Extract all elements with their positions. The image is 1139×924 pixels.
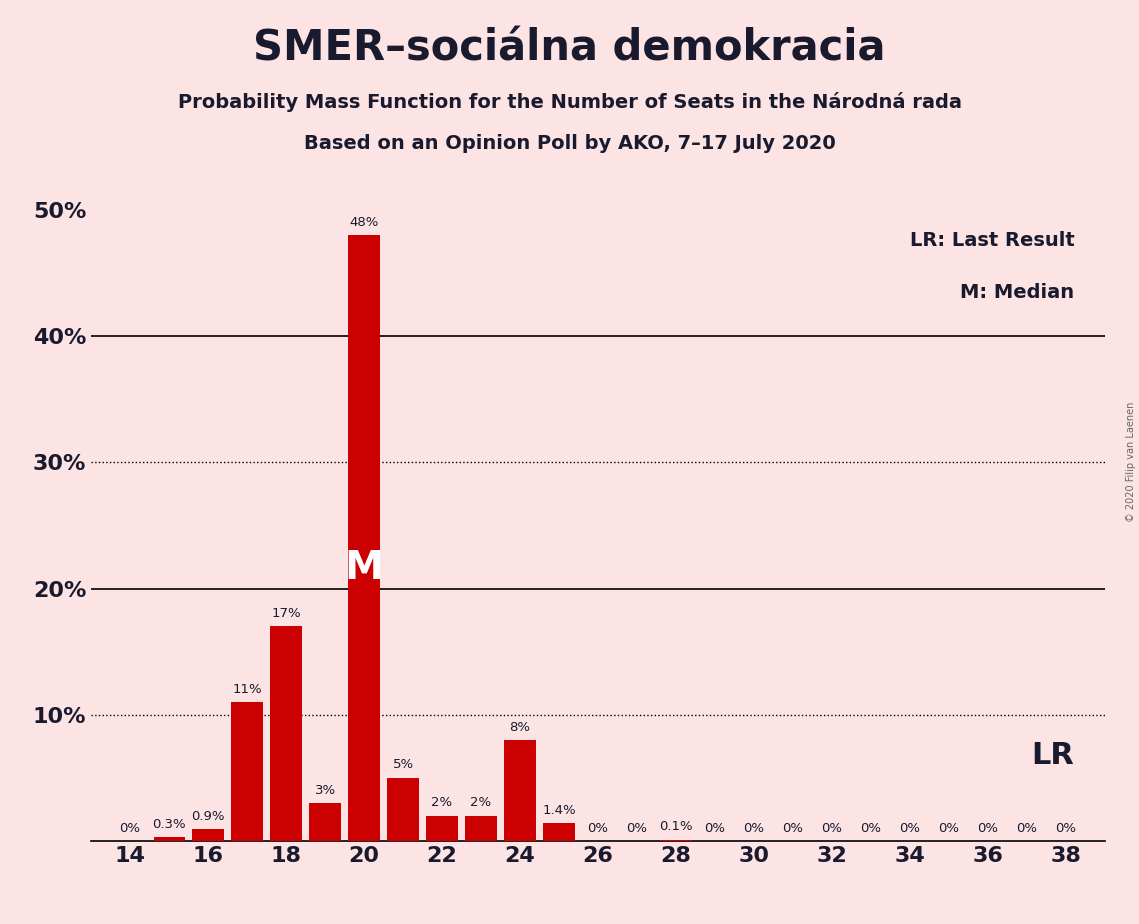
Text: 0%: 0% <box>860 821 882 834</box>
Text: 3%: 3% <box>314 784 336 796</box>
Text: 0.9%: 0.9% <box>191 810 224 823</box>
Text: 5%: 5% <box>393 759 413 772</box>
Bar <box>466 816 497 841</box>
Bar <box>505 740 535 841</box>
Text: 0%: 0% <box>1056 821 1076 834</box>
Bar <box>349 236 379 841</box>
Text: LR: Last Result: LR: Last Result <box>910 231 1074 249</box>
Text: Based on an Opinion Poll by AKO, 7–17 July 2020: Based on an Opinion Poll by AKO, 7–17 Ju… <box>304 134 835 153</box>
Text: 48%: 48% <box>350 216 379 229</box>
Text: 0%: 0% <box>744 821 764 834</box>
Text: 2%: 2% <box>470 796 492 809</box>
Bar <box>154 837 185 841</box>
Text: 8%: 8% <box>509 721 531 734</box>
Text: LR: LR <box>1032 741 1074 770</box>
Text: © 2020 Filip van Laenen: © 2020 Filip van Laenen <box>1126 402 1136 522</box>
Text: 0%: 0% <box>1016 821 1038 834</box>
Text: 0%: 0% <box>704 821 726 834</box>
Text: 1.4%: 1.4% <box>542 804 576 817</box>
Bar <box>661 840 691 841</box>
Text: Probability Mass Function for the Number of Seats in the Národná rada: Probability Mass Function for the Number… <box>178 92 961 113</box>
Text: 0%: 0% <box>626 821 647 834</box>
Text: M: Median: M: Median <box>960 283 1074 302</box>
Text: 0.3%: 0.3% <box>153 818 186 831</box>
Bar <box>270 626 302 841</box>
Bar <box>543 823 574 841</box>
Bar <box>387 778 419 841</box>
Bar <box>231 702 263 841</box>
Text: 0%: 0% <box>821 821 843 834</box>
Text: M: M <box>345 550 384 588</box>
Text: 0.1%: 0.1% <box>659 821 693 833</box>
Text: 11%: 11% <box>232 683 262 696</box>
Bar <box>426 816 458 841</box>
Bar <box>192 830 223 841</box>
Text: 0%: 0% <box>782 821 803 834</box>
Text: 0%: 0% <box>588 821 608 834</box>
Text: 2%: 2% <box>432 796 452 809</box>
Bar <box>310 803 341 841</box>
Text: 17%: 17% <box>271 607 301 620</box>
Text: 0%: 0% <box>977 821 999 834</box>
Text: 0%: 0% <box>900 821 920 834</box>
Text: 0%: 0% <box>939 821 959 834</box>
Text: 0%: 0% <box>120 821 140 834</box>
Text: SMER–sociálna demokracia: SMER–sociálna demokracia <box>253 28 886 69</box>
